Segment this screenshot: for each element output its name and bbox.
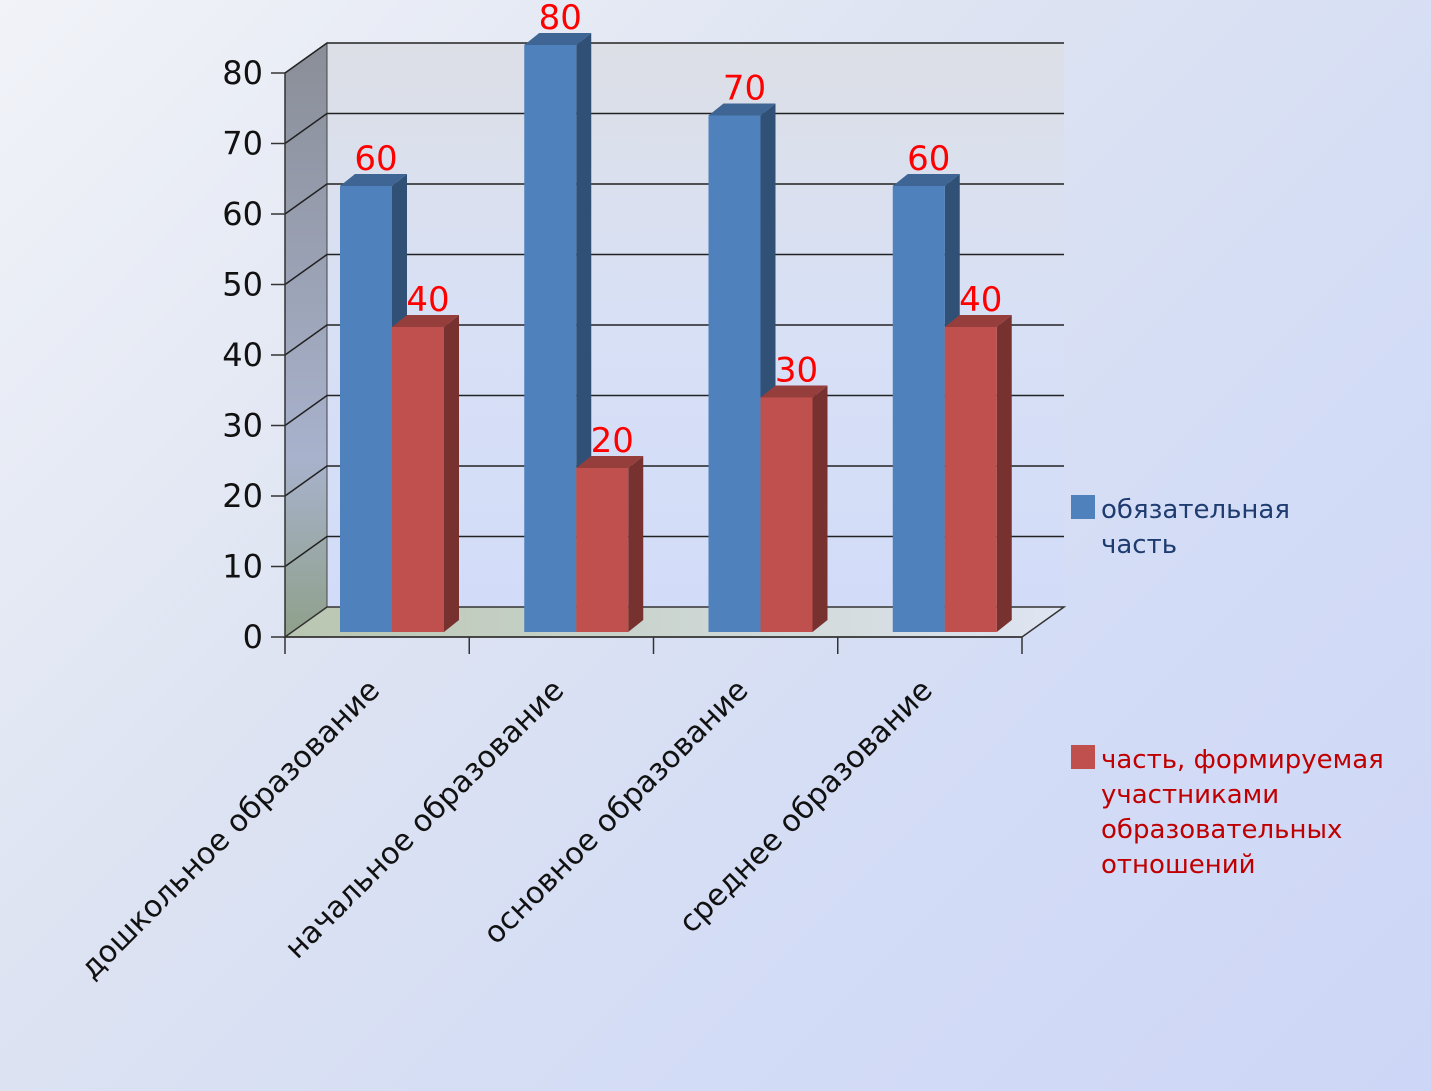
y-tick-label: 0 bbox=[243, 618, 263, 656]
data-label: 60 bbox=[907, 139, 950, 179]
data-label: 30 bbox=[775, 351, 818, 391]
bar-top bbox=[524, 33, 592, 45]
legend-swatch bbox=[1071, 745, 1095, 769]
bar-side bbox=[628, 456, 644, 632]
bar-front bbox=[892, 186, 945, 632]
x-category-label: дошкольное образование bbox=[73, 673, 386, 986]
bar-front bbox=[524, 45, 577, 632]
bars bbox=[340, 33, 1012, 632]
data-label: 70 bbox=[723, 69, 766, 109]
bar-side bbox=[444, 315, 459, 632]
gridline bbox=[284, 324, 1064, 356]
gridline bbox=[284, 42, 1064, 74]
y-tick-label: 60 bbox=[222, 195, 263, 233]
bar-top bbox=[340, 174, 407, 186]
y-tick-label: 20 bbox=[222, 477, 263, 515]
bar-front bbox=[944, 327, 997, 632]
data-label: 60 bbox=[354, 139, 397, 179]
y-tick-label: 80 bbox=[222, 54, 263, 92]
legend-label-line: участниками bbox=[1101, 780, 1279, 810]
gridline bbox=[284, 253, 1064, 286]
bar-top bbox=[708, 103, 776, 116]
bar-1-2 bbox=[760, 385, 828, 632]
bar-front bbox=[340, 186, 392, 632]
data-label: 20 bbox=[591, 421, 634, 461]
legend-label-line: обязательная bbox=[1101, 495, 1290, 525]
legend-label-line: образовательных bbox=[1101, 815, 1342, 845]
bar-top bbox=[892, 174, 960, 186]
bar-1-3 bbox=[944, 315, 1012, 632]
bar-top bbox=[760, 385, 828, 398]
data-label: 40 bbox=[406, 280, 449, 320]
y-tick-label: 30 bbox=[222, 407, 263, 445]
bar-top bbox=[576, 456, 644, 468]
y-tick-label: 10 bbox=[222, 548, 263, 586]
gridline bbox=[284, 112, 1064, 145]
legend-label: часть, формируемая участниками образовател… bbox=[1101, 745, 1384, 880]
legend: обязательная часть часть, формируемая участ… bbox=[1071, 495, 1384, 880]
y-tick-label: 40 bbox=[222, 336, 263, 374]
legend-swatch bbox=[1071, 495, 1095, 519]
bar-front bbox=[392, 327, 444, 632]
bar-front bbox=[708, 115, 761, 632]
legend-label-line: часть, формируемая bbox=[1101, 745, 1384, 775]
bar-1-0 bbox=[392, 315, 459, 632]
y-tick-label: 70 bbox=[222, 125, 263, 163]
bar-1-1 bbox=[576, 456, 644, 632]
bar-top bbox=[944, 315, 1012, 327]
legend-label-line: часть bbox=[1101, 530, 1177, 560]
bar-side bbox=[812, 385, 828, 632]
y-tick-label: 50 bbox=[222, 266, 263, 304]
bar-top bbox=[392, 315, 459, 327]
gridline bbox=[284, 183, 1064, 215]
legend-item-0: обязательная часть bbox=[1071, 495, 1290, 560]
data-label: 40 bbox=[959, 280, 1002, 320]
data-label: 80 bbox=[539, 0, 582, 38]
data-labels: 60 40 80 20 70 30 60 40 bbox=[354, 0, 1002, 461]
bar-side bbox=[996, 315, 1012, 632]
bar-front bbox=[760, 397, 813, 632]
legend-label-line: отношений bbox=[1101, 850, 1256, 880]
legend-item-1: часть, формируемая участниками образовател… bbox=[1071, 745, 1384, 880]
bar-front bbox=[576, 468, 629, 632]
legend-label: обязательная часть bbox=[1101, 495, 1290, 560]
y-axis: 0 10 20 30 40 50 60 70 80 bbox=[222, 54, 286, 656]
